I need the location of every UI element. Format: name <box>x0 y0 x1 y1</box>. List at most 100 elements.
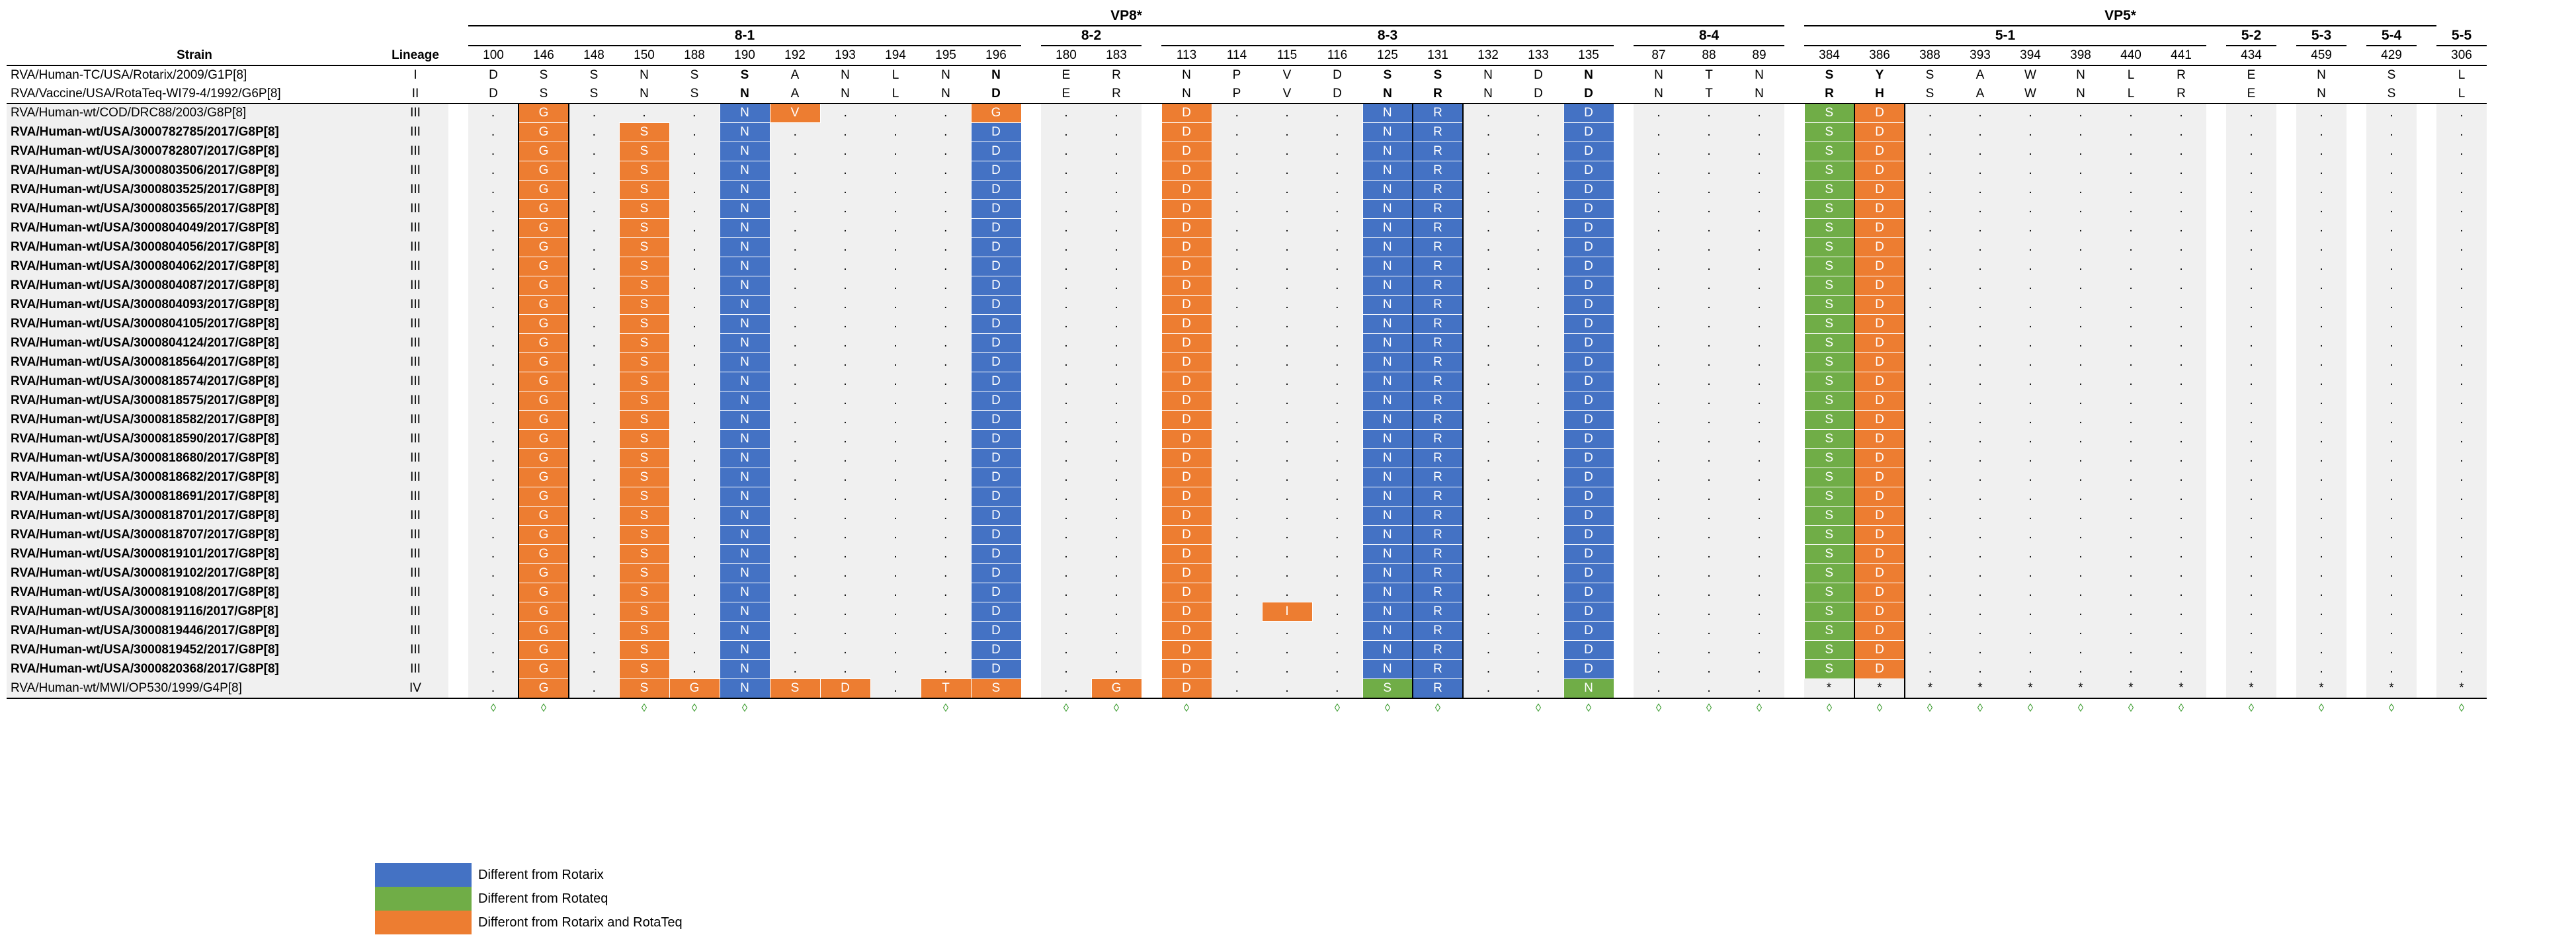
blank-cell <box>1021 621 1041 641</box>
blank-cell <box>2276 678 2296 699</box>
blank-cell <box>1142 583 1161 602</box>
residue-cell: . <box>770 640 820 660</box>
lineage-value: III <box>382 448 448 468</box>
residue-cell: N <box>1362 372 1413 391</box>
residue-cell: . <box>1905 544 1955 564</box>
blank-cell <box>1614 391 1634 411</box>
residue-cell: . <box>1091 621 1142 641</box>
residue-cell: N <box>719 429 770 449</box>
residue-cell: R <box>1412 257 1464 276</box>
residue-cell: N <box>719 237 770 257</box>
residue-cell: L <box>2127 68 2135 82</box>
residue-cell: . <box>2366 563 2417 583</box>
blank-cell <box>1614 46 1634 66</box>
residue-cell: . <box>2366 276 2417 296</box>
residue-cell: . <box>1312 602 1362 622</box>
blank-cell <box>448 276 468 296</box>
residue-cell: . <box>770 583 820 602</box>
residue-cell: . <box>820 621 870 641</box>
residue-cell: D <box>1854 602 1905 622</box>
residue-cell: . <box>2226 640 2276 660</box>
residue-cell: . <box>1091 333 1142 353</box>
strain-row: RVA/Human-wt/USA/3000803506/2017/G8P[8] I… <box>7 161 2487 181</box>
blank-cell <box>1784 544 1804 564</box>
residue-cell: R <box>1412 563 1464 583</box>
residue-cell: . <box>1463 506 1513 526</box>
residue-cell: D <box>1563 621 1614 641</box>
residue-cell: . <box>1734 525 1784 545</box>
residue-cell: G <box>518 544 569 564</box>
residue-cell: . <box>1212 103 1262 123</box>
residue-cell: . <box>2056 103 2106 123</box>
lineage-value: IV <box>382 678 448 699</box>
blank-cell <box>2417 659 2436 679</box>
strain-row: RVA/Human-wt/USA/3000818574/2017/G8P[8] I… <box>7 372 2487 391</box>
residue-cell: S <box>1804 602 1855 622</box>
residue-cell: N <box>1362 142 1413 161</box>
strain-name: RVA/Human-wt/USA/3000818575/2017/G8P[8] <box>7 391 382 411</box>
strain-name: RVA/Human-wt/USA/3000819101/2017/G8P[8] <box>7 544 382 564</box>
residue-cell: G <box>518 678 569 699</box>
residue-cell: . <box>1091 563 1142 583</box>
blank-cell <box>448 85 468 104</box>
group-header-8-1: 8-1 <box>468 26 1021 46</box>
residue-cell: N <box>719 544 770 564</box>
residue-cell: . <box>468 314 519 334</box>
residue-cell: . <box>2106 659 2156 679</box>
residue-cell: D <box>1563 257 1614 276</box>
blank-cell <box>2347 180 2366 200</box>
residue-cell: . <box>669 659 720 679</box>
residue-cell: N <box>941 68 950 82</box>
residue-cell: . <box>2056 372 2106 391</box>
diamond-marker: ◊ <box>2178 702 2184 714</box>
residue-cell: . <box>1262 563 1312 583</box>
residue-cell: . <box>669 372 720 391</box>
residue-cell: . <box>2106 180 2156 200</box>
blank-cell <box>2206 621 2226 641</box>
residue-cell: V <box>1262 85 1312 104</box>
residue-cell: . <box>2226 429 2276 449</box>
blank-cell <box>2347 142 2366 161</box>
residue-cell: P <box>1212 85 1262 104</box>
residue-cell: D <box>1563 525 1614 545</box>
residue-cell: . <box>1212 142 1262 161</box>
residue-cell: D <box>1563 659 1614 679</box>
residue-cell: G <box>518 199 569 219</box>
residue-cell: S <box>1804 621 1855 641</box>
residue-cell: D <box>1854 103 1905 123</box>
blank-cell <box>1142 544 1161 564</box>
residue-cell: D <box>1854 257 1905 276</box>
vp8-header: VP8* <box>468 7 1784 26</box>
residue-cell: G <box>518 525 569 545</box>
residue-cell: . <box>2366 180 2417 200</box>
residue-cell: N <box>1362 85 1413 104</box>
residue-cell: . <box>1684 161 1734 181</box>
residue-cell: . <box>1634 487 1684 507</box>
blank-cell <box>1784 563 1804 583</box>
residue-cell: . <box>2005 122 2056 142</box>
residue-cell: . <box>2106 410 2156 430</box>
residue-cell: . <box>2156 429 2206 449</box>
residue-cell: R <box>1412 448 1464 468</box>
residue-cell: . <box>1734 276 1784 296</box>
diamond-marker: ◊ <box>1434 702 1441 714</box>
residue-cell: . <box>2436 391 2487 411</box>
residue-cell: R <box>1412 276 1464 296</box>
residue-cell: G <box>518 295 569 315</box>
residue-cell: S <box>1804 180 1855 200</box>
residue-cell: . <box>1955 372 2005 391</box>
residue-cell: . <box>2156 257 2206 276</box>
residue-cell: G <box>518 659 569 679</box>
residue-cell: R <box>1412 352 1464 372</box>
residue-cell: S <box>1804 333 1855 353</box>
group-header-5-3: 5-3 <box>2296 26 2347 46</box>
residue-cell: * <box>2436 678 2487 699</box>
residue-cell: . <box>1634 295 1684 315</box>
residue-cell: D <box>1854 468 1905 487</box>
diamond-marker: ◊ <box>1384 702 1391 714</box>
residue-cell: . <box>770 276 820 296</box>
residue-cell: . <box>2226 142 2276 161</box>
residue-cell: . <box>1091 180 1142 200</box>
residue-cell: . <box>2366 257 2417 276</box>
residue-cell: . <box>1212 295 1262 315</box>
